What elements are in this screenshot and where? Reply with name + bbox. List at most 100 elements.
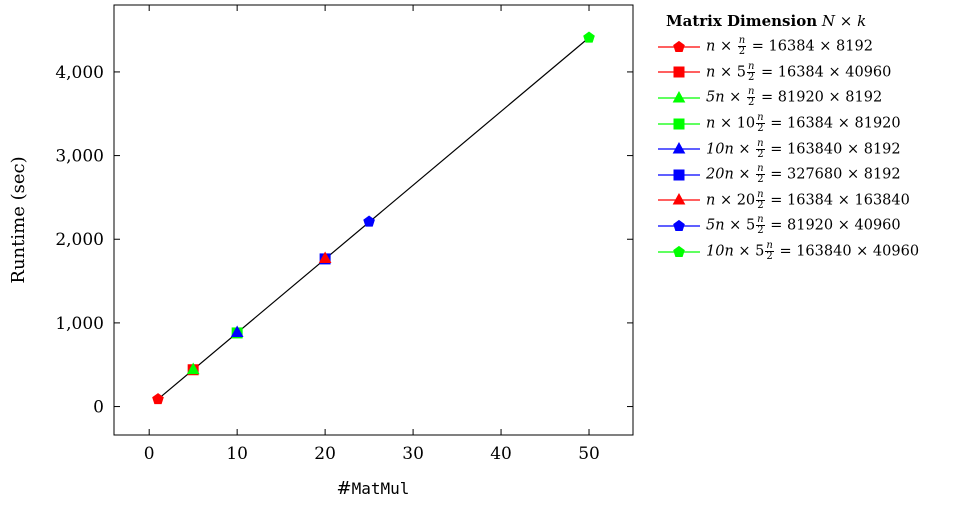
y-tick-labels: 0 1,000 2,000 3,000 4,000	[55, 63, 104, 418]
x-tick-label: 40	[490, 444, 512, 464]
y-axis-title: Runtime (sec)	[8, 156, 29, 283]
legend-label-rows: 10n	[706, 141, 734, 158]
legend-swatch-marker	[672, 193, 686, 205]
legend-label-dimensions: = 81920 × 8192	[756, 89, 883, 106]
legend-swatch-marker	[672, 90, 686, 103]
y-tick-label: 0	[93, 398, 104, 418]
legend-label-dimensions: = 81920 × 40960	[765, 217, 901, 234]
x-tick-label: 0	[144, 444, 155, 464]
legend-label-dimensions: = 327680 × 8192	[765, 166, 901, 183]
data-point-series-9	[583, 31, 595, 43]
legend-swatch	[658, 66, 700, 78]
legend-label-times: ×	[724, 89, 746, 106]
legend-label-rows: n	[706, 115, 716, 132]
legend-label-dimensions: = 16384 × 40960	[756, 64, 892, 81]
legend-label-times: ×	[733, 166, 756, 183]
legend-title: Matrix Dimension N × k	[666, 12, 968, 30]
data-markers	[152, 31, 595, 405]
data-point-series-3	[186, 362, 200, 375]
legend-label-rows: 5n	[706, 89, 725, 106]
legend-label-dimensions: = 16384 × 8192	[747, 38, 873, 55]
legend-swatch	[658, 245, 700, 257]
legend-label-dimensions: = 163840 × 40960	[774, 243, 920, 260]
x-axis-title-code: MatMul	[352, 479, 410, 498]
x-tick-label: 50	[578, 444, 600, 464]
legend-swatch	[658, 193, 700, 205]
x-axis-title: #MatMul	[337, 478, 410, 499]
legend-swatch-marker	[673, 118, 685, 130]
data-point-series-5	[230, 325, 244, 338]
x-tick-labels: 0 10 20 30 40 50	[144, 444, 600, 464]
axis-ticks	[114, 5, 633, 435]
legend-label-rows: 5n	[706, 217, 725, 234]
chart: 0 10 20 30 40 50 0 1,000 2,000 3,000 4,000 #MatMu…	[8, 4, 634, 499]
legend-label-rows: 10n	[706, 243, 734, 260]
legend-swatch-marker	[672, 142, 686, 154]
y-tick-label: 2,000	[55, 230, 104, 250]
legend-label-times: × 5	[715, 64, 746, 81]
plot-frame	[113, 4, 634, 436]
y-tick-label: 4,000	[55, 63, 104, 83]
legend-label-rows: n	[706, 38, 716, 55]
legend-label-dimensions: = 16384 × 81920	[765, 115, 901, 132]
y-tick-label: 1,000	[55, 314, 104, 334]
legend-title-math: N × k	[821, 12, 867, 30]
data-point-series-7	[318, 251, 332, 263]
x-tick-label: 10	[226, 444, 248, 464]
legend-entry: n × 10 n 2 = 16384 × 81920	[656, 111, 968, 137]
legend-title-text: Matrix Dimension	[666, 12, 818, 30]
x-tick-label: 30	[402, 444, 424, 464]
legend-label-dimensions: = 16384 × 163840	[765, 192, 910, 209]
data-point-series-8	[363, 215, 375, 227]
legend-swatch	[658, 219, 700, 231]
legend-swatch	[658, 90, 700, 103]
legend-label-times: ×	[715, 38, 737, 55]
legend-label-rows: n	[706, 64, 716, 81]
legend-label-dimensions: = 163840 × 8192	[765, 141, 901, 158]
x-axis-title-prefix: #	[337, 478, 352, 499]
legend-swatch-marker	[673, 219, 685, 231]
y-tick-label: 3,000	[55, 147, 104, 167]
data-point-series-1	[152, 393, 164, 405]
legend-label-times: ×	[733, 141, 756, 158]
legend-swatch-marker	[673, 169, 685, 181]
legend-label-times: × 10	[715, 115, 756, 132]
legend-label-times: × 5	[733, 243, 765, 260]
x-tick-label: 20	[314, 444, 336, 464]
fit-line	[157, 37, 590, 400]
legend-swatch	[658, 142, 700, 154]
legend-swatch-marker	[673, 40, 685, 52]
legend-swatch	[658, 40, 700, 52]
legend-label-rows: 20n	[706, 166, 734, 183]
legend-swatch	[658, 118, 700, 130]
legend-label: n × 20 n 2 = 16384 × 163840	[706, 188, 910, 211]
legend-swatch-marker	[673, 66, 685, 78]
legend-label: n × 10 n 2 = 16384 × 81920	[706, 113, 901, 134]
legend-label-rows: n	[706, 192, 716, 209]
legend-label-times: × 5	[724, 217, 756, 234]
legend-swatch	[658, 169, 700, 181]
